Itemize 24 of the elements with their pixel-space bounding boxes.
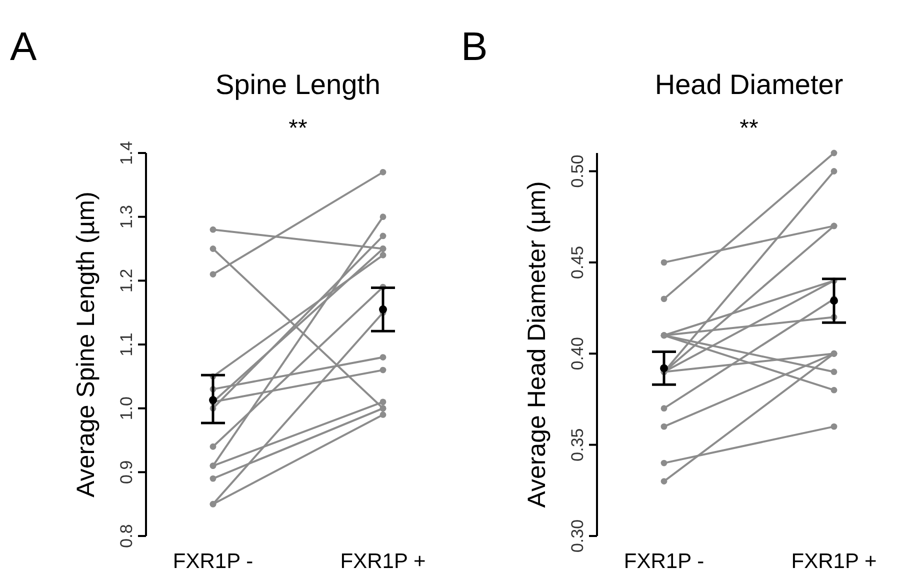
x-tick-label: FXR1P +: [340, 550, 426, 573]
chart-title: Spine Length: [215, 69, 381, 100]
y-tick-label: 0.40: [568, 337, 587, 370]
y-tick-label: 1.2: [117, 268, 136, 292]
text: B: [461, 25, 488, 69]
y-tick-label: 0.35: [568, 428, 587, 462]
x-tick-label: FXR1P -: [172, 550, 254, 573]
text: **: [288, 115, 308, 142]
y-tick-label: 1.4: [117, 141, 136, 165]
y-tick-label: 0.9: [117, 460, 136, 484]
y-tick-label: 1.1: [117, 332, 136, 356]
y-tick-label: 0.50: [568, 154, 587, 188]
x-tick-label: FXR1P +: [791, 550, 877, 573]
chart-title: Head Diameter: [654, 69, 844, 100]
y-axis-title: Average Spine Length (µm): [72, 192, 100, 498]
text: A: [10, 25, 37, 69]
x-tick-label: FXR1P -: [624, 550, 704, 573]
text: **: [740, 115, 758, 142]
y-tick-label: 0.45: [568, 246, 587, 279]
y-tick-label: 0.8: [117, 524, 136, 548]
y-axis-title: Average Head Diameter (µm): [523, 181, 551, 508]
y-tick-label: 0.30: [568, 519, 587, 553]
y-tick-label: 1.0: [117, 396, 136, 420]
y-tick-label: 1.3: [117, 205, 136, 229]
